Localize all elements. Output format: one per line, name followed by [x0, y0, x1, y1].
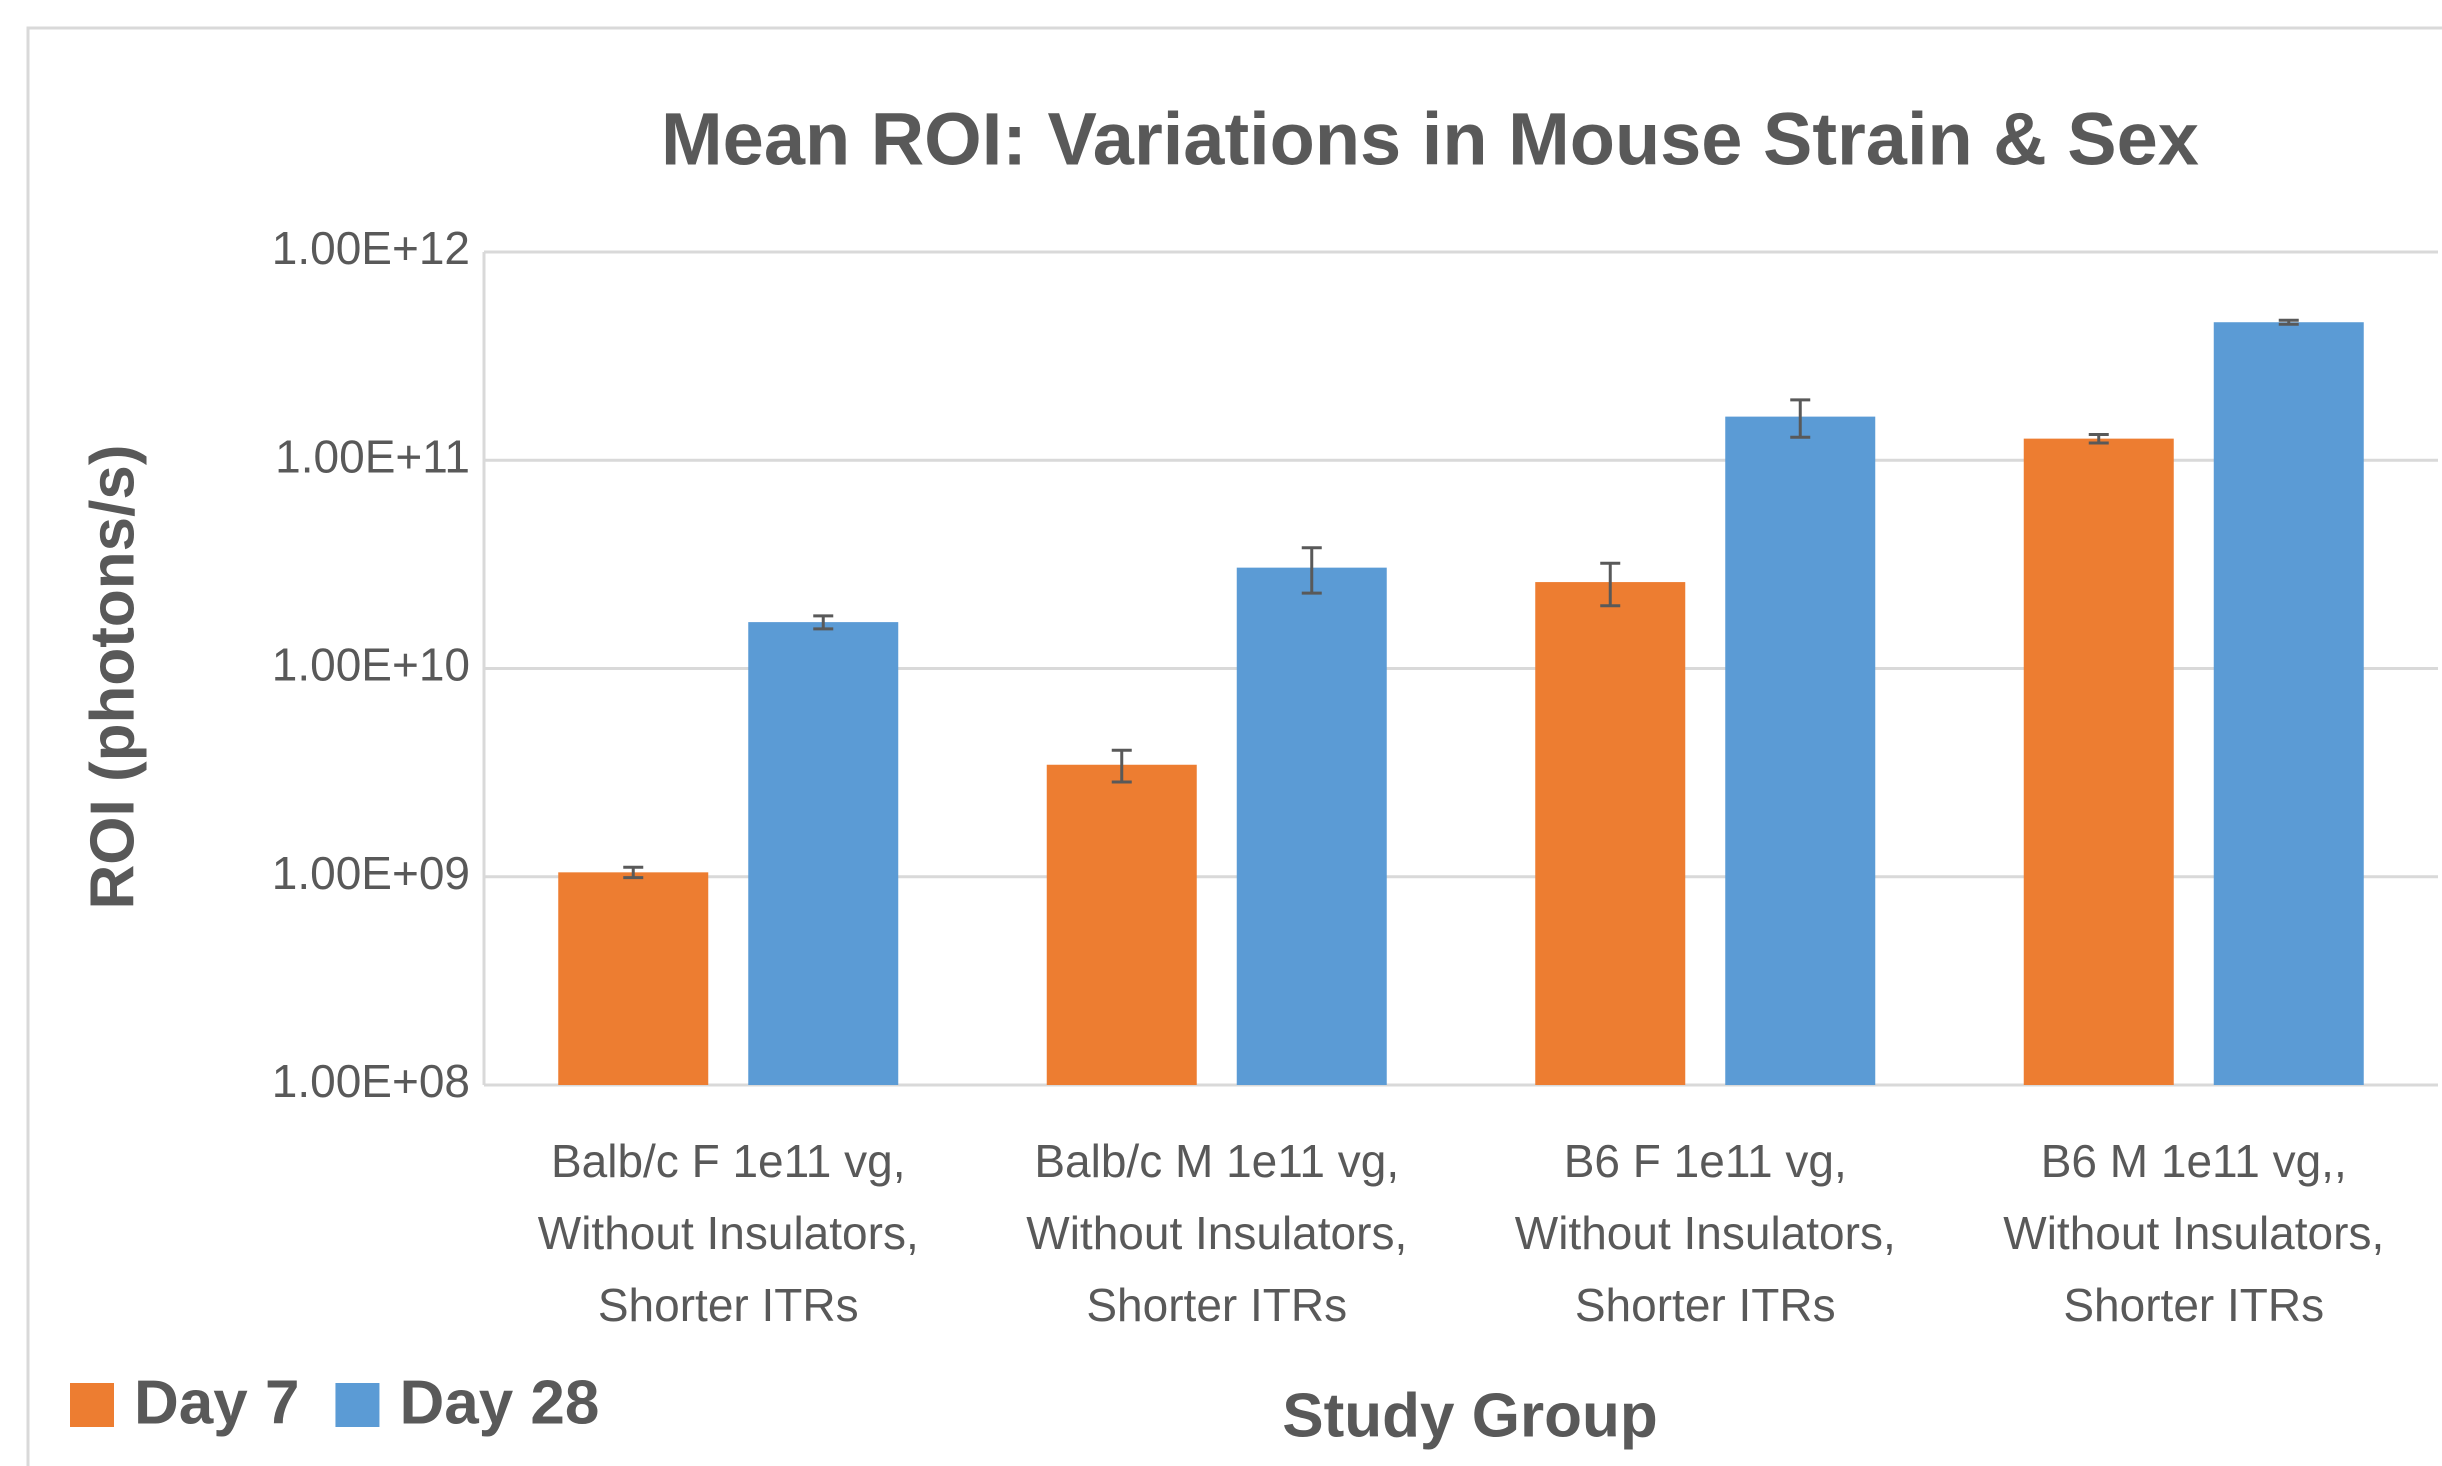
x-tick-label: Balb/c F 1e11 vg, [551, 1135, 906, 1187]
bar [1535, 582, 1686, 1085]
error-bar [2088, 432, 2109, 445]
bar [2023, 438, 2174, 1085]
x-tick-label: Balb/c M 1e11 vg, [1034, 1135, 1399, 1187]
error-bar [1790, 398, 1811, 439]
x-tick-label: B6 M 1e11 vg,, [2041, 1135, 2347, 1187]
x-tick-label: Without Insulators, [1515, 1207, 1896, 1259]
bar [1236, 567, 1387, 1085]
y-tick-label: 1.00E+10 [272, 639, 470, 691]
bar [2213, 322, 2364, 1085]
bar [1046, 764, 1197, 1085]
x-tick-label: Without Insulators, [1026, 1207, 1407, 1259]
bar [748, 622, 899, 1085]
x-tick-label: Without Insulators, [2003, 1207, 2384, 1259]
y-tick-label: 1.00E+09 [272, 847, 470, 899]
bar [558, 872, 709, 1085]
error-bar [1301, 546, 1322, 595]
error-bar [1111, 748, 1132, 784]
bar [1725, 416, 1876, 1085]
chart-title: Mean ROI: Variations in Mouse Strain & S… [661, 98, 2199, 181]
legend-swatch [335, 1383, 380, 1427]
y-tick-label: 1.00E+12 [272, 222, 470, 274]
y-axis-title: ROI (photons/s) [78, 445, 147, 910]
error-bar [1600, 561, 1621, 608]
y-tick-label: 1.00E+08 [272, 1055, 470, 1107]
x-tick-label: B6 F 1e11 vg, [1564, 1135, 1847, 1187]
legend-swatch [70, 1383, 114, 1427]
legend-label: Day 7 [134, 1368, 299, 1437]
error-bar [813, 614, 834, 631]
x-tick-label: Shorter ITRs [598, 1279, 859, 1331]
x-tick-label: Without Insulators, [538, 1207, 919, 1259]
error-bar [623, 865, 644, 880]
error-bar [2278, 318, 2299, 326]
x-tick-label: Shorter ITRs [2063, 1279, 2324, 1331]
y-tick-label: 1.00E+11 [275, 430, 470, 482]
x-tick-label: Shorter ITRs [1086, 1279, 1347, 1331]
x-axis-title: Study Group [1282, 1381, 1657, 1450]
x-tick-label: Shorter ITRs [1575, 1279, 1836, 1331]
legend-label: Day 28 [399, 1368, 599, 1437]
